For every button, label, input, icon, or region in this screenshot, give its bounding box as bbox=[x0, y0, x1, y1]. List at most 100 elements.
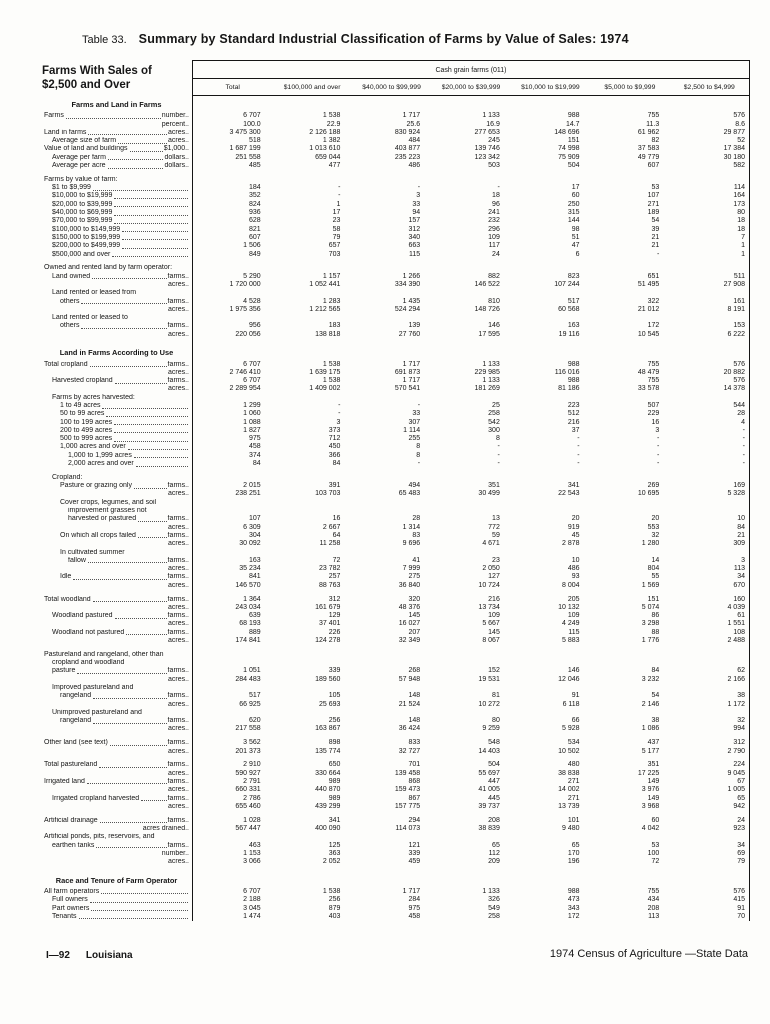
data-cell: 88 763 bbox=[319, 581, 341, 589]
data-cell: 172 bbox=[567, 912, 580, 920]
table-row: On which all crops failed farms.. 304 64 83 5… bbox=[42, 532, 750, 540]
data-cell: 10 695 bbox=[637, 490, 660, 498]
data-cell: 445 bbox=[488, 794, 500, 802]
data-cell: 2 488 bbox=[727, 637, 745, 645]
data-cell: 45 bbox=[571, 531, 580, 539]
row-label-cell: Land rented or leased to bbox=[42, 314, 192, 322]
data-cell: 304 bbox=[249, 531, 261, 539]
data-cell: 2 910 bbox=[243, 761, 261, 769]
leader-dots bbox=[138, 520, 167, 522]
data-cell: 51 bbox=[571, 233, 580, 241]
data-cell: 6 309 bbox=[243, 523, 261, 531]
table-row: Cropland: bbox=[42, 474, 750, 482]
data-cell: 2 126 188 bbox=[309, 128, 341, 136]
row-label: Pasture or grazing only bbox=[60, 482, 132, 490]
leader-dots bbox=[86, 783, 167, 785]
data-cell: 434 bbox=[647, 896, 660, 904]
row-unit: acres.. bbox=[167, 858, 189, 866]
column-header-row: Total $100,000 and over $40,000 to $99,999… bbox=[193, 79, 749, 96]
column-header: $100,000 and over bbox=[283, 84, 341, 91]
row-label-cell: acres.. bbox=[42, 540, 192, 548]
table-header: Farms With Sales of $2,500 and Over Cash… bbox=[42, 60, 750, 96]
leader-dots bbox=[122, 231, 188, 233]
row-label-cell: 2,000 acres and over bbox=[42, 460, 192, 468]
table-row: acres.. 284 483 189 560 57 948 19 531 12 046 3… bbox=[42, 675, 750, 683]
data-cell: 691 873 bbox=[394, 368, 421, 376]
row-label-cell: acres.. bbox=[42, 490, 192, 498]
data-cell: 84 bbox=[332, 460, 341, 468]
data-cell: 13 bbox=[492, 515, 500, 523]
row-label: Farms bbox=[44, 112, 64, 120]
data-cell: 18 bbox=[737, 225, 745, 233]
data-cell: 33 bbox=[412, 410, 421, 418]
data-cell: 663 bbox=[408, 242, 421, 250]
data-cell: 553 bbox=[647, 523, 660, 531]
table-row: $10,000 to $19,999 352 - 3 18 60 107 164 bbox=[42, 192, 750, 200]
data-cell: 660 331 bbox=[235, 786, 261, 794]
data-cell: 8 004 bbox=[562, 581, 580, 589]
table-row: 500 to 999 acres 975 712 255 8 - - - bbox=[42, 435, 750, 443]
data-cell: 80 bbox=[492, 717, 500, 725]
table-row: Pastureland and rangeland, other than bbox=[42, 651, 750, 659]
row-unit: farms.. bbox=[167, 482, 189, 490]
row-unit: acres.. bbox=[167, 700, 189, 708]
data-cell: 821 bbox=[249, 225, 261, 233]
row-label: Owned and rented land by farm operator: bbox=[44, 264, 173, 272]
data-cell: 68 193 bbox=[239, 620, 261, 628]
data-cell: 473 bbox=[567, 896, 580, 904]
data-cell: 3 232 bbox=[641, 675, 660, 683]
table-row: Artificial ponds, pits, reservoirs, and bbox=[42, 833, 750, 841]
row-label: All farm operators bbox=[44, 887, 100, 895]
data-cell: 2 289 954 bbox=[229, 385, 261, 393]
data-cell: 6 707 bbox=[243, 360, 261, 368]
leader-dots bbox=[114, 424, 188, 426]
leader-dots bbox=[127, 448, 188, 450]
data-cell: 258 bbox=[488, 912, 500, 920]
data-cell: 534 bbox=[567, 739, 580, 747]
data-cell: 184 bbox=[249, 184, 261, 192]
data-cell: 226 bbox=[328, 628, 341, 636]
row-unit: farms.. bbox=[167, 794, 189, 802]
data-cell: 49 779 bbox=[637, 153, 660, 161]
data-cell: 14.7 bbox=[565, 120, 580, 128]
leader-dots bbox=[141, 800, 167, 802]
data-cell: 8 191 bbox=[727, 305, 745, 313]
data-cell: 108 bbox=[733, 628, 745, 636]
leader-dots bbox=[87, 562, 167, 564]
data-cell: 14 bbox=[651, 556, 660, 564]
data-cell: 942 bbox=[733, 802, 745, 810]
table-row: Irrigated cropland harvested farms.. 2 786… bbox=[42, 794, 750, 802]
data-cell: - bbox=[656, 443, 660, 451]
table-row: others farms.. 956 183 139 146 163 172 153 bbox=[42, 322, 750, 330]
data-cell: 144 bbox=[567, 217, 580, 225]
data-cell: - bbox=[656, 460, 660, 468]
row-label: Irrigated cropland harvested bbox=[52, 794, 140, 802]
data-cell: 284 483 bbox=[235, 675, 261, 683]
leader-dots bbox=[114, 206, 188, 208]
data-cell: 258 bbox=[488, 410, 500, 418]
data-cell: 7 bbox=[741, 233, 745, 241]
data-cell: 1 687 199 bbox=[229, 145, 261, 153]
data-cell: 458 bbox=[408, 912, 421, 920]
data-cell: 107 244 bbox=[554, 280, 580, 288]
row-label: Total woodland bbox=[44, 595, 91, 603]
data-cell: 504 bbox=[488, 761, 500, 769]
data-cell: 10 545 bbox=[637, 330, 660, 338]
leader-dots bbox=[122, 247, 188, 249]
leader-dots bbox=[129, 150, 163, 152]
leader-dots bbox=[77, 672, 167, 674]
data-cell: 16 027 bbox=[398, 620, 421, 628]
data-cell: 189 560 bbox=[315, 675, 341, 683]
leader-dots bbox=[107, 167, 164, 169]
data-cell: - bbox=[742, 451, 745, 459]
table-row: acres.. 243 034 161 679 48 376 13 734 10 132 5… bbox=[42, 604, 750, 612]
column-header: $5,000 to $9,999 bbox=[604, 84, 656, 91]
data-cell: 919 bbox=[567, 523, 580, 531]
data-cell: 607 bbox=[249, 233, 261, 241]
row-label-cell: Farms by acres harvested: bbox=[42, 394, 192, 402]
data-cell: 148 bbox=[408, 692, 421, 700]
data-cell: 6 118 bbox=[562, 700, 580, 708]
leader-dots bbox=[118, 142, 167, 144]
data-cell: 91 bbox=[737, 904, 745, 912]
data-cell: 98 bbox=[571, 225, 580, 233]
